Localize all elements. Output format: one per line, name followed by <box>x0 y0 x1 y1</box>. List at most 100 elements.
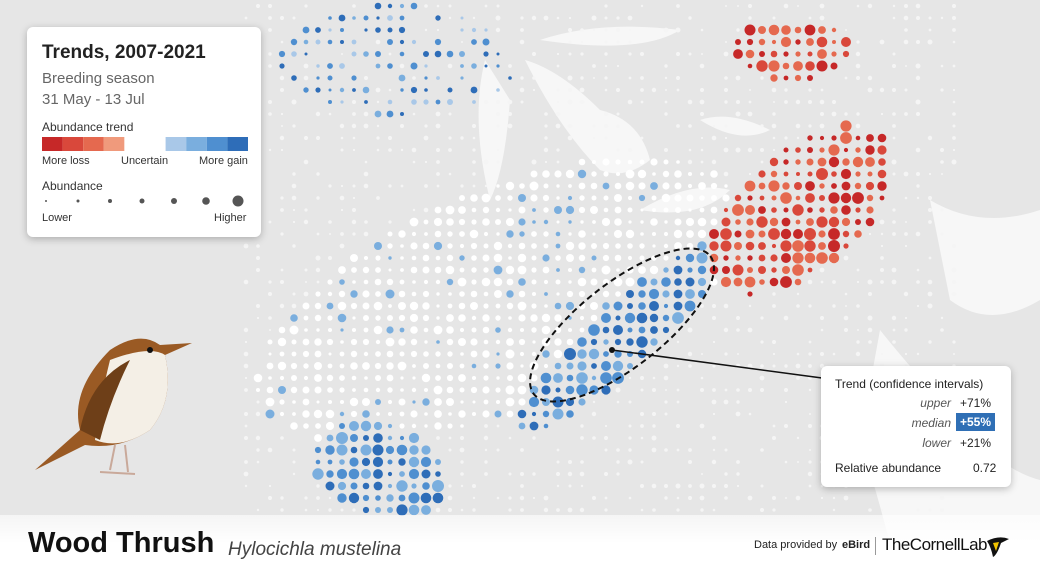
map-dot <box>792 252 804 264</box>
map-dot <box>459 51 465 57</box>
map-dot <box>892 208 896 212</box>
map-dot <box>361 457 371 467</box>
map-dot <box>688 208 692 212</box>
map-dot <box>701 473 703 475</box>
map-dot <box>460 64 464 68</box>
map-dot <box>615 315 621 321</box>
map-dot <box>408 492 420 504</box>
map-dot <box>796 436 800 440</box>
map-dot <box>423 51 429 57</box>
map-dot <box>604 4 608 8</box>
map-dot <box>915 63 921 69</box>
map-dot <box>613 277 623 287</box>
map-dot <box>844 76 848 80</box>
map-dot <box>627 147 633 153</box>
map-dot <box>556 64 560 68</box>
map-dot <box>520 484 524 488</box>
map-dot <box>363 51 369 57</box>
map-dot <box>316 172 320 176</box>
map-dot <box>495 207 501 213</box>
map-dot <box>567 195 573 201</box>
map-dot <box>399 423 405 429</box>
map-dot <box>268 352 272 356</box>
map-dot <box>448 484 452 488</box>
map-dot <box>552 396 564 408</box>
map-dot <box>675 75 681 81</box>
map-dot <box>375 375 381 381</box>
map-dot <box>556 148 560 152</box>
map-dot <box>292 124 296 128</box>
map-dot <box>568 40 572 44</box>
map-dot <box>267 495 273 501</box>
map-dot <box>495 315 501 321</box>
map-dot <box>640 52 644 56</box>
map-dot <box>364 28 368 32</box>
map-dot <box>363 435 369 441</box>
map-dot <box>279 399 285 405</box>
median-value: +55% <box>956 413 996 431</box>
map-dot <box>436 184 440 188</box>
map-dot <box>339 123 345 129</box>
map-dot <box>279 15 285 21</box>
map-dot <box>794 74 802 82</box>
map-dot <box>699 207 705 213</box>
map-dot <box>783 159 789 165</box>
map-dot <box>628 436 632 440</box>
map-dot <box>386 362 394 370</box>
map-dot <box>277 361 287 371</box>
map-dot <box>794 182 802 190</box>
map-dot <box>398 290 406 298</box>
map-dot <box>268 316 272 320</box>
map-dot <box>410 62 418 70</box>
map-dot <box>244 340 248 344</box>
map-dot <box>723 483 729 489</box>
map-dot <box>724 76 728 80</box>
map-dot <box>783 75 789 81</box>
map-dot <box>410 326 418 334</box>
map-dot <box>387 387 393 393</box>
map-dot <box>820 88 824 92</box>
map-dot <box>556 196 560 200</box>
map-dot <box>805 181 815 191</box>
map-dot <box>556 160 560 164</box>
map-dot <box>400 244 404 248</box>
map-dot <box>710 218 718 226</box>
scientific-name: Hylocichla mustelina <box>228 539 402 560</box>
divider <box>875 537 876 555</box>
map-dot <box>350 410 358 418</box>
map-dot <box>712 412 716 416</box>
map-dot <box>398 494 406 502</box>
map-dot <box>432 492 444 504</box>
map-dot <box>373 469 383 479</box>
map-dot <box>615 291 621 297</box>
map-dot <box>735 315 741 321</box>
map-dot <box>601 265 611 275</box>
map-dot <box>436 172 440 176</box>
map-dot <box>842 230 850 238</box>
map-dot <box>867 279 873 285</box>
map-dot <box>336 468 348 480</box>
map-dot <box>280 40 284 44</box>
map-dot <box>579 471 585 477</box>
map-dot <box>724 472 728 476</box>
map-dot <box>505 217 515 227</box>
map-dot <box>375 27 381 33</box>
map-dot <box>650 182 658 190</box>
map-dot <box>663 303 669 309</box>
map-dot <box>855 171 861 177</box>
map-dot <box>421 445 431 455</box>
map-dot <box>519 183 525 189</box>
map-dot <box>470 350 478 358</box>
map-dot <box>892 16 896 20</box>
map-dot <box>472 16 476 20</box>
map-dot <box>614 194 622 202</box>
map-dot <box>458 218 466 226</box>
map-dot <box>362 302 370 310</box>
map-dot <box>732 264 744 276</box>
map-dot <box>652 232 656 236</box>
map-dot <box>399 279 405 285</box>
map-dot <box>915 147 921 153</box>
map-dot <box>724 448 728 452</box>
map-dot <box>518 314 526 322</box>
map-dot <box>904 352 908 356</box>
